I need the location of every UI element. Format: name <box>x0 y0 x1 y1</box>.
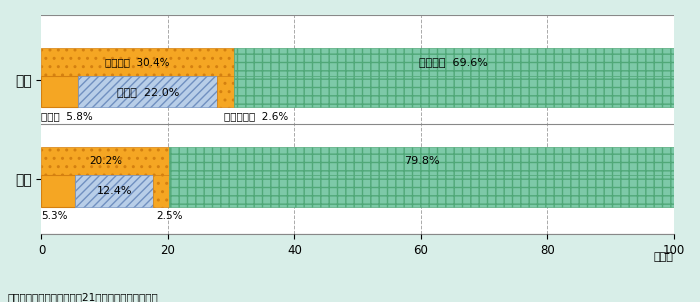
Text: 第１子  5.8%: 第１子 5.8% <box>41 111 93 121</box>
Bar <box>169 147 674 175</box>
Bar <box>75 175 153 207</box>
Bar <box>217 76 234 108</box>
Text: 20.2%: 20.2% <box>89 156 122 166</box>
Bar <box>41 147 169 175</box>
Text: 5.3%: 5.3% <box>41 211 68 221</box>
Text: 第３子以降  2.6%: 第３子以降 2.6% <box>223 111 288 121</box>
Text: 2.5%: 2.5% <box>157 211 183 221</box>
Text: （％）: （％） <box>654 252 674 262</box>
Text: 資料：厚生労働省「第３回21世紀成年者縦断調査」: 資料：厚生労働省「第３回21世紀成年者縦断調査」 <box>7 292 158 302</box>
Bar <box>41 175 75 207</box>
Text: 出生あり  30.4%: 出生あり 30.4% <box>105 57 170 67</box>
Text: 第２子  22.0%: 第２子 22.0% <box>116 87 179 97</box>
Text: 12.4%: 12.4% <box>97 186 132 196</box>
Text: 79.8%: 79.8% <box>404 156 440 166</box>
Text: 出生なし  69.6%: 出生なし 69.6% <box>419 57 488 67</box>
Bar <box>234 48 674 76</box>
Bar <box>78 76 217 108</box>
Bar <box>41 76 78 108</box>
Bar <box>41 48 234 76</box>
Bar <box>234 76 674 108</box>
Bar <box>169 175 674 207</box>
Bar <box>153 175 169 207</box>
